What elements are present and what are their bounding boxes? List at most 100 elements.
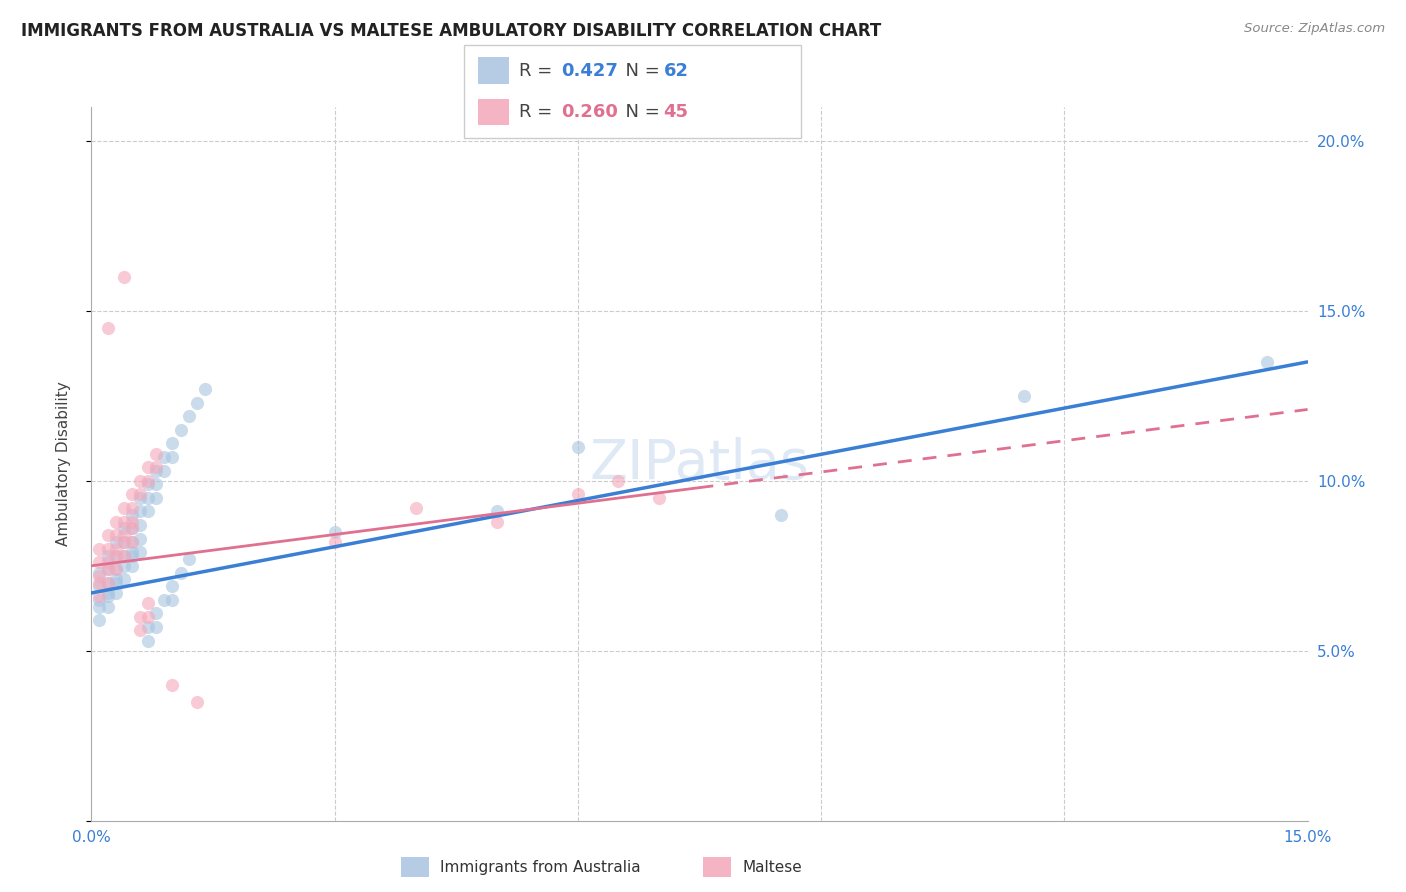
Point	[112, 528, 135, 542]
Point	[129, 518, 152, 533]
Point	[162, 579, 184, 593]
Point	[112, 549, 135, 563]
Point	[136, 460, 159, 475]
Point	[485, 515, 508, 529]
Point	[89, 599, 111, 614]
Point	[153, 592, 176, 607]
Point	[769, 508, 792, 522]
Point	[129, 487, 152, 501]
Point	[136, 596, 159, 610]
Point	[648, 491, 671, 505]
Point	[112, 535, 135, 549]
Point	[97, 541, 120, 556]
Point	[89, 590, 111, 604]
Point	[104, 549, 127, 563]
Point	[121, 521, 143, 535]
Text: R =: R =	[519, 103, 558, 121]
Text: 0.427: 0.427	[561, 62, 617, 79]
Point	[194, 382, 217, 396]
Point	[97, 575, 120, 590]
Point	[129, 545, 152, 559]
Point	[121, 515, 143, 529]
Point	[104, 528, 127, 542]
Point	[145, 477, 167, 491]
Point	[162, 678, 184, 692]
Point	[136, 477, 159, 491]
Point	[112, 501, 135, 516]
Point	[97, 562, 120, 576]
Text: Maltese: Maltese	[742, 860, 801, 874]
Point	[129, 624, 152, 638]
Point	[177, 552, 200, 566]
Point	[405, 501, 427, 516]
Point	[112, 558, 135, 573]
Point	[112, 549, 135, 563]
Text: IMMIGRANTS FROM AUSTRALIA VS MALTESE AMBULATORY DISABILITY CORRELATION CHART: IMMIGRANTS FROM AUSTRALIA VS MALTESE AMB…	[21, 22, 882, 40]
Point	[186, 395, 208, 409]
Point	[153, 464, 176, 478]
Point	[104, 535, 127, 549]
Point	[104, 562, 127, 576]
Point	[129, 474, 152, 488]
Point	[129, 609, 152, 624]
Point	[89, 569, 111, 583]
Point	[121, 545, 143, 559]
Point	[104, 575, 127, 590]
Point	[323, 524, 346, 539]
Text: Immigrants from Australia: Immigrants from Australia	[440, 860, 641, 874]
Point	[129, 491, 152, 505]
Point	[104, 515, 127, 529]
Point	[112, 535, 135, 549]
Point	[136, 633, 159, 648]
Point	[121, 508, 143, 522]
Point	[104, 562, 127, 576]
Point	[323, 535, 346, 549]
Text: 0.260: 0.260	[561, 103, 617, 121]
Text: Source: ZipAtlas.com: Source: ZipAtlas.com	[1244, 22, 1385, 36]
Point	[153, 450, 176, 464]
Point	[97, 549, 120, 563]
Point	[177, 409, 200, 424]
Point	[89, 579, 111, 593]
Point	[97, 599, 120, 614]
Point	[97, 586, 120, 600]
Point	[121, 549, 143, 563]
Point	[112, 515, 135, 529]
Point	[121, 558, 143, 573]
Point	[567, 440, 589, 454]
Y-axis label: Ambulatory Disability: Ambulatory Disability	[56, 382, 70, 546]
Point	[121, 487, 143, 501]
Point	[136, 609, 159, 624]
Point	[169, 423, 191, 437]
Text: 45: 45	[664, 103, 689, 121]
Point	[162, 592, 184, 607]
Point	[121, 535, 143, 549]
Text: R =: R =	[519, 62, 558, 79]
Point	[1012, 389, 1035, 403]
Text: 62: 62	[664, 62, 689, 79]
Point	[121, 521, 143, 535]
Point	[104, 549, 127, 563]
Point	[89, 566, 111, 580]
Point	[485, 504, 508, 518]
Point	[607, 474, 630, 488]
Point	[136, 620, 159, 634]
Point	[97, 590, 120, 604]
Point	[145, 464, 167, 478]
Text: ZIPatlas: ZIPatlas	[589, 437, 810, 491]
Point	[129, 504, 152, 518]
Point	[112, 269, 135, 284]
Point	[89, 592, 111, 607]
Point	[145, 460, 167, 475]
Point	[567, 487, 589, 501]
Point	[104, 573, 127, 587]
Text: N =: N =	[614, 103, 666, 121]
Point	[97, 321, 120, 335]
Point	[1256, 355, 1278, 369]
Point	[145, 491, 167, 505]
Point	[129, 532, 152, 546]
Point	[186, 695, 208, 709]
Point	[97, 575, 120, 590]
Text: N =: N =	[614, 62, 666, 79]
Point	[145, 447, 167, 461]
